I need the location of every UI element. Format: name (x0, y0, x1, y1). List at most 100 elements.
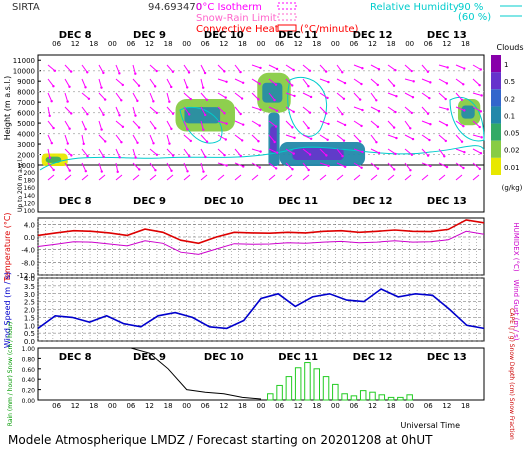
wind-arrow (166, 92, 170, 102)
wind-arrow-head (342, 139, 346, 142)
wind-arrow-head (70, 154, 73, 157)
wind-arrow (268, 92, 275, 101)
wind-arrow-head (239, 70, 242, 74)
wind-tick: 2.0 (24, 307, 35, 315)
wind-tick: 2.5 (24, 299, 35, 307)
wind-arrow (166, 78, 172, 88)
snow-depth-line (112, 347, 262, 400)
wind-arrow-head (186, 170, 189, 173)
wind-arrow-head (411, 96, 415, 99)
wind-arrow-head (259, 150, 262, 153)
precip-bar (350, 395, 358, 401)
wind-arrow-head (205, 140, 209, 143)
wind-arrow-head (376, 167, 380, 170)
day-label: DEC 13 (427, 352, 467, 363)
wind-arrow-head (48, 156, 52, 160)
height-tick-low: 140 (24, 193, 36, 200)
colorbar-label: 0.2 (504, 95, 515, 103)
wind-arrow-low (438, 174, 446, 181)
precip-bar (285, 376, 293, 401)
wind-arrow-head (463, 109, 466, 112)
height-tick: 10000 (13, 68, 35, 76)
wind-arrow-head (327, 122, 330, 126)
wind-arrow (217, 92, 226, 99)
wind-arrow (81, 162, 87, 172)
wind-arrow-head (138, 168, 141, 171)
legend-label-2: Convective Heat. (196, 24, 282, 35)
wind-arrow-head (84, 86, 87, 89)
wind-arrow-head (273, 140, 276, 144)
wind-arrow (166, 134, 170, 144)
wind-arrow-head (428, 96, 431, 100)
wind-arrow-head (325, 112, 328, 115)
wind-arrow (421, 134, 430, 141)
wind-arrow-head (66, 142, 69, 145)
cloud-core (270, 125, 277, 153)
wind-arrow (47, 120, 54, 129)
legend-label-1: Snow-Rain Limit (196, 13, 277, 24)
day-label: DEC 10 (204, 352, 244, 363)
wind-arrow (353, 134, 361, 142)
wind-arrow-head (171, 154, 175, 157)
height-tick: 5000 (17, 120, 35, 128)
wind-arrow-head (444, 139, 447, 143)
wind-arrow (455, 120, 464, 127)
wind-arrow-low (353, 174, 361, 181)
wind-arrow-head (168, 100, 171, 103)
precip-bar (332, 383, 339, 401)
wind-arrow-head (409, 127, 412, 130)
wind-arrow (455, 148, 465, 153)
wind-arrow (98, 64, 104, 74)
wind-arrow-head (479, 110, 483, 113)
wind-arrow-head (120, 140, 123, 144)
colorbar-label: 0.05 (504, 130, 520, 138)
wind-arrow-head (84, 169, 88, 173)
wind-arrow (404, 148, 413, 156)
wind-arrow-head (137, 84, 141, 87)
wind-arrow-head (324, 70, 328, 73)
wind-arrow (166, 64, 174, 73)
wind-arrow (81, 64, 88, 73)
wind-arrow-head (48, 114, 51, 118)
wind-arrow-low (115, 174, 123, 181)
wind-arrow (438, 148, 445, 157)
precip-tick: 0.60 (22, 367, 36, 374)
wind-arrow (302, 134, 312, 140)
wind-arrow-head (225, 80, 228, 83)
wind-arrow-head (225, 164, 228, 167)
wind-arrow (319, 162, 329, 167)
wind-arrow (132, 106, 136, 116)
wind-arrow (319, 64, 327, 72)
wind-arrow (370, 162, 379, 170)
wind-arrow-head (103, 98, 107, 101)
colorbar-label: 0.01 (504, 164, 520, 172)
wind-arrow-head (446, 108, 449, 111)
wind-arrow (217, 120, 227, 125)
day-label: DEC 13 (427, 30, 467, 41)
wind-arrow-head (307, 84, 310, 88)
wind-arrow-head (275, 109, 279, 113)
wind-arrow-head (204, 113, 207, 117)
colorbar-label: 0.02 (504, 147, 520, 155)
wind-arrow (285, 120, 293, 128)
wind-arrow-head (187, 71, 191, 74)
day-label: DEC 10 (204, 196, 244, 207)
wind-arrow-head (426, 112, 430, 115)
wind-arrow-head (155, 153, 159, 156)
wind-arrow (200, 92, 208, 101)
wind-arrow-low (285, 174, 293, 181)
wind-tick: 3.5 (24, 283, 35, 291)
wind-arrow (404, 106, 413, 114)
day-label: DEC 11 (278, 196, 318, 207)
hour-label: 12 (219, 402, 228, 410)
wind-arrow (183, 162, 188, 172)
wind-arrow-head (463, 151, 466, 154)
height-tick-low: 160 (24, 185, 36, 192)
wind-arrow (115, 92, 122, 101)
wind-arrow-head (225, 122, 228, 125)
wind-arrow-head (409, 168, 412, 172)
wind-arrow (132, 134, 138, 144)
wind-arrow (183, 64, 190, 73)
wind-arrow (387, 148, 396, 155)
